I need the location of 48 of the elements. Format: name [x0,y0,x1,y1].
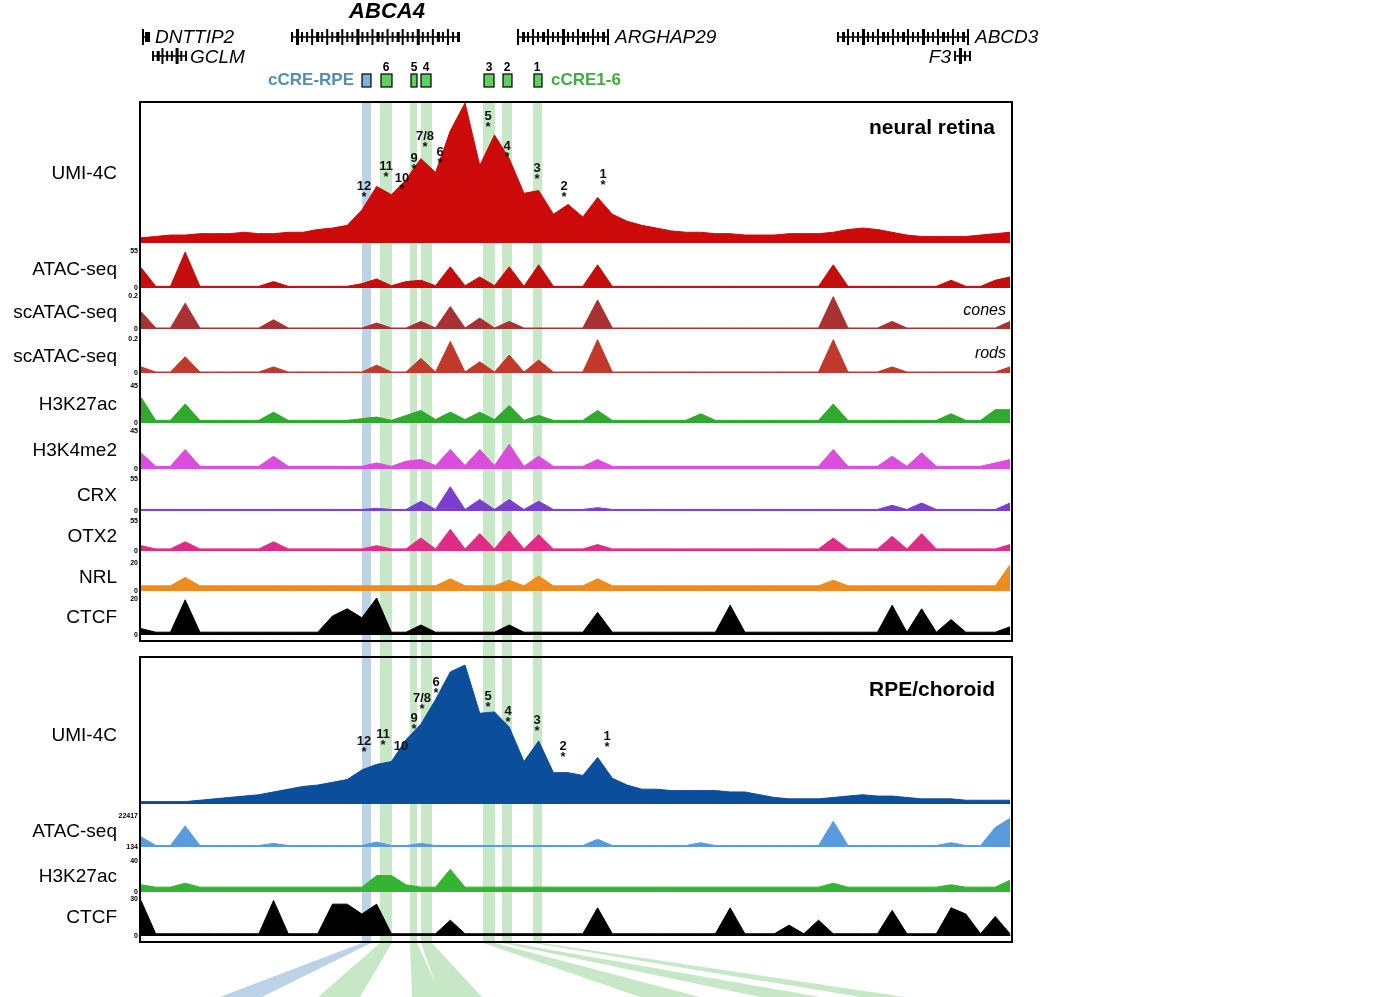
annotation: cones [963,300,1006,318]
text: neural retina [868,115,996,138]
text: ARGHAP29 [615,26,717,47]
y-axis-title: ATAC-seq [32,258,117,279]
annotation: 7/8 * [415,128,435,154]
text: RPE/choroid [868,677,996,700]
y-axis-title: CTCF [66,906,117,927]
annotation: 3 * [533,712,541,738]
y-axis-title: H3K4me2 [32,438,117,460]
y-axis-title: H3K27ac [38,865,117,886]
y-axis-title: CTCF [66,605,117,627]
y-axis-title: OTX2 [67,524,117,546]
y-axis-title: CRX [76,483,118,505]
annotation: 5 * [484,108,492,134]
y-axis-title: UMI-4C [51,162,117,183]
text: 2 [503,60,511,74]
annotation: 2 * [559,738,567,764]
text: 1 [533,60,541,74]
annotation: 6 * [432,674,440,700]
annotation: 4 * [504,703,513,729]
text: cCRE-RPE [268,70,354,89]
text: DNTTIP2 [155,26,235,47]
annotation: 2 * [560,178,568,204]
annotation: 1 * [603,728,611,754]
y-axis-title: UMI-4C [51,723,117,745]
annotation: 12 * [356,178,372,204]
y-axis-title: scATAC-seq [13,301,117,322]
annotation: 10 * [394,170,410,196]
text: GCLM [190,46,245,67]
text: 5 [410,60,418,74]
text: 4 [422,60,430,74]
annotation: 3 * [533,160,541,186]
annotation: 11 * [376,726,390,752]
text: ABCA4 [349,0,425,23]
y-axis-title: scATAC-seq [13,344,117,366]
y-axis-title: ATAC-seq [32,820,117,841]
y-axis-title: NRL [78,565,117,587]
y-axis-title: H3K27ac [38,393,117,414]
annotation: 5 * [484,688,492,714]
annotation: 12 * [356,733,372,759]
text: cCRE1-6 [551,70,621,89]
text: 3 [485,60,493,74]
annotation: 1 * [599,166,607,192]
text: 6 [382,60,390,74]
text: ABCD3 [975,26,1039,47]
text: F3 [928,46,951,67]
annotation: rods [974,343,1006,361]
annotation: 11 * [379,158,393,184]
